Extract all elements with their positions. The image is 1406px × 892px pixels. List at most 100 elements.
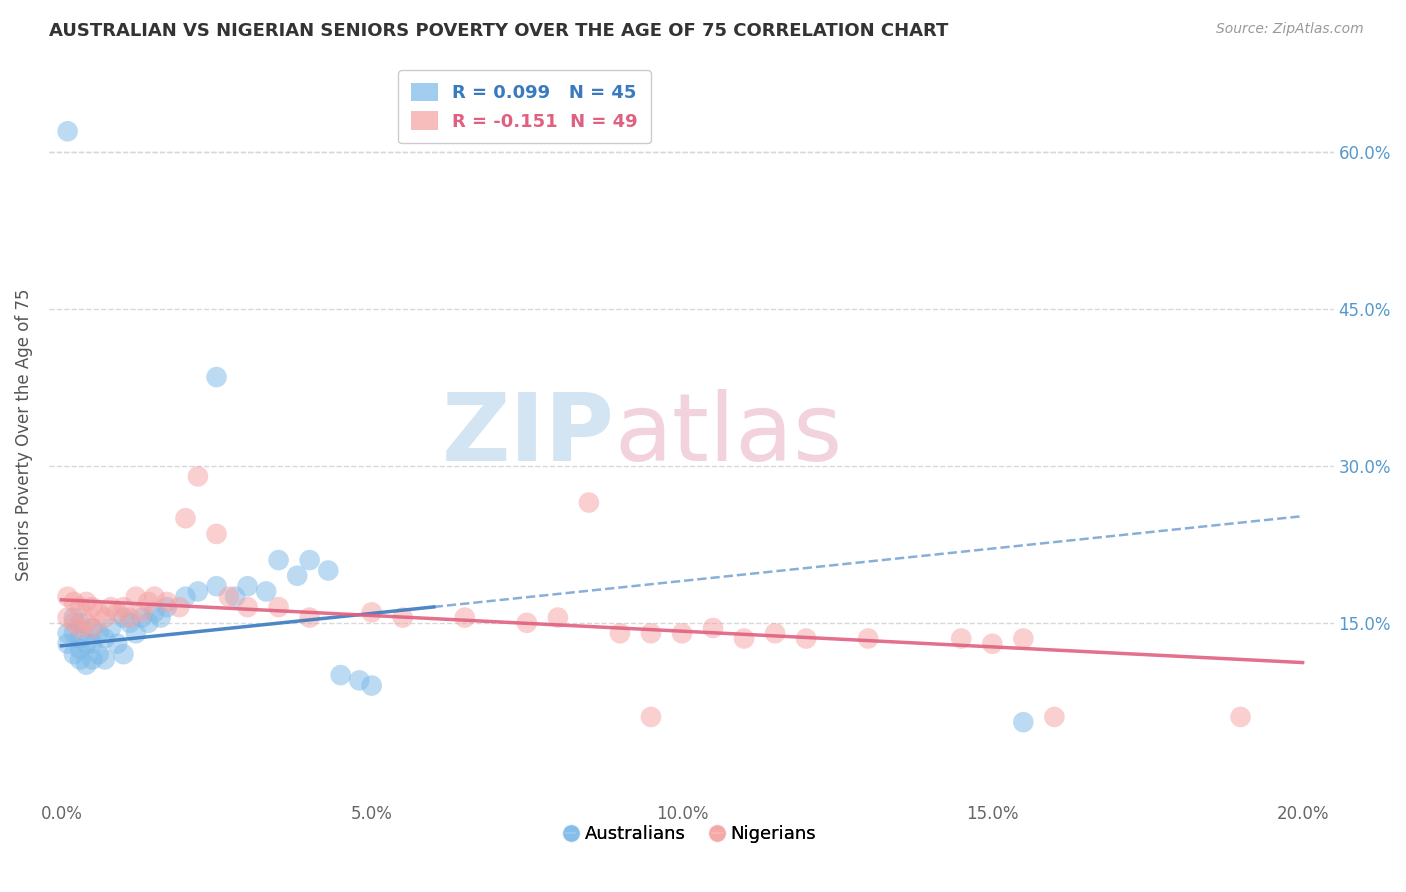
- Point: [105, 637, 128, 651]
- Point: [547, 610, 569, 624]
- Point: [118, 610, 141, 624]
- Point: [75, 637, 97, 651]
- Point: [169, 600, 191, 615]
- Point: [516, 615, 538, 630]
- Point: [118, 615, 141, 630]
- Text: AUSTRALIAN VS NIGERIAN SENIORS POVERTY OVER THE AGE OF 75 CORRELATION CHART: AUSTRALIAN VS NIGERIAN SENIORS POVERTY O…: [49, 22, 949, 40]
- Point: [298, 610, 321, 624]
- Point: [224, 590, 246, 604]
- Point: [981, 637, 1004, 651]
- Point: [391, 610, 413, 624]
- Point: [136, 595, 159, 609]
- Point: [94, 652, 117, 666]
- Point: [640, 710, 662, 724]
- Point: [1043, 710, 1066, 724]
- Point: [316, 564, 339, 578]
- Point: [578, 495, 600, 509]
- Point: [56, 590, 79, 604]
- Point: [105, 606, 128, 620]
- Point: [1012, 715, 1035, 730]
- Point: [950, 632, 973, 646]
- Point: [794, 632, 817, 646]
- Point: [733, 632, 755, 646]
- Point: [56, 124, 79, 138]
- Point: [187, 469, 209, 483]
- Point: [87, 647, 110, 661]
- Point: [56, 610, 79, 624]
- Text: atlas: atlas: [614, 389, 842, 481]
- Point: [69, 600, 91, 615]
- Point: [671, 626, 693, 640]
- Point: [69, 632, 91, 646]
- Point: [112, 647, 135, 661]
- Point: [856, 632, 879, 646]
- Point: [131, 606, 153, 620]
- Text: Source: ZipAtlas.com: Source: ZipAtlas.com: [1216, 22, 1364, 37]
- Point: [69, 615, 91, 630]
- Point: [1012, 632, 1035, 646]
- Point: [205, 527, 228, 541]
- Point: [100, 600, 122, 615]
- Point: [205, 370, 228, 384]
- Point: [125, 590, 148, 604]
- Point: [609, 626, 631, 640]
- Point: [143, 590, 166, 604]
- Point: [143, 606, 166, 620]
- Point: [82, 621, 104, 635]
- Point: [640, 626, 662, 640]
- Point: [87, 606, 110, 620]
- Point: [94, 632, 117, 646]
- Point: [82, 600, 104, 615]
- Point: [156, 600, 179, 615]
- Point: [267, 553, 290, 567]
- Point: [454, 610, 477, 624]
- Legend: Australians, Nigerians: Australians, Nigerians: [560, 818, 824, 850]
- Point: [62, 610, 84, 624]
- Point: [112, 600, 135, 615]
- Point: [174, 590, 197, 604]
- Point: [136, 615, 159, 630]
- Point: [174, 511, 197, 525]
- Point: [75, 615, 97, 630]
- Point: [218, 590, 240, 604]
- Point: [69, 621, 91, 635]
- Point: [94, 610, 117, 624]
- Point: [112, 610, 135, 624]
- Point: [131, 610, 153, 624]
- Point: [62, 595, 84, 609]
- Point: [298, 553, 321, 567]
- Point: [125, 626, 148, 640]
- Point: [360, 606, 382, 620]
- Point: [75, 595, 97, 609]
- Point: [62, 647, 84, 661]
- Point: [82, 621, 104, 635]
- Point: [56, 637, 79, 651]
- Y-axis label: Seniors Poverty Over the Age of 75: Seniors Poverty Over the Age of 75: [15, 288, 32, 581]
- Point: [205, 579, 228, 593]
- Point: [1229, 710, 1251, 724]
- Point: [349, 673, 371, 688]
- Point: [62, 626, 84, 640]
- Point: [236, 579, 259, 593]
- Point: [236, 600, 259, 615]
- Point: [82, 637, 104, 651]
- Point: [702, 621, 724, 635]
- Point: [69, 642, 91, 657]
- Point: [187, 584, 209, 599]
- Point: [100, 621, 122, 635]
- Point: [329, 668, 352, 682]
- Point: [69, 652, 91, 666]
- Point: [149, 610, 172, 624]
- Point: [267, 600, 290, 615]
- Point: [360, 679, 382, 693]
- Point: [285, 568, 308, 582]
- Point: [763, 626, 786, 640]
- Point: [75, 657, 97, 672]
- Point: [62, 615, 84, 630]
- Point: [56, 626, 79, 640]
- Point: [254, 584, 277, 599]
- Point: [87, 626, 110, 640]
- Point: [82, 652, 104, 666]
- Text: ZIP: ZIP: [441, 389, 614, 481]
- Point: [156, 595, 179, 609]
